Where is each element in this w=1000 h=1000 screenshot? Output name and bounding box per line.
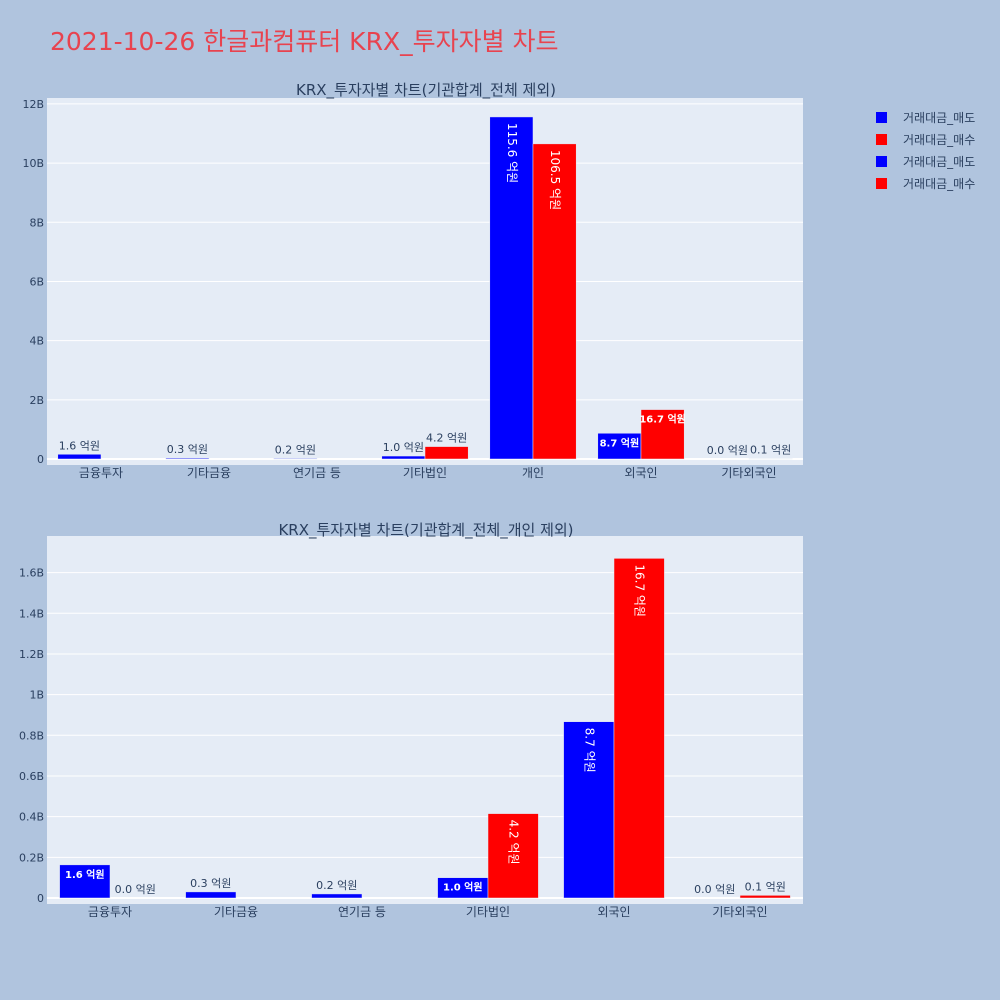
legend-item[interactable]: 거래대금_매수	[876, 172, 975, 194]
legend-item[interactable]: 거래대금_매수	[876, 128, 975, 150]
data-label: 1.0 억원	[443, 881, 483, 894]
data-label: 4.2 억원	[426, 432, 467, 445]
legend-swatch	[876, 111, 887, 123]
y-tick-label: 10B	[22, 157, 44, 170]
bar	[165, 457, 210, 460]
y-tick-label: 1B	[29, 689, 44, 702]
chart-panel-2: 0 0.2B 0.4B 0.6B 0.8B 1B 1.2B 1.4B 1.6B KRX_투자자별 …	[19, 521, 803, 919]
data-label: 0.0 억원	[694, 883, 735, 896]
data-label: 0.0 억원	[707, 444, 748, 457]
bar	[489, 116, 534, 460]
y-tick-label: 0	[37, 453, 44, 466]
x-tick-label: 외국인	[624, 466, 657, 480]
legend-label: 거래대금_매도	[903, 110, 976, 125]
x-tick-label: 외국인	[597, 905, 630, 919]
data-label: 106.5 억원	[548, 150, 562, 210]
data-label: 0.0 억원	[115, 883, 156, 896]
bar	[381, 455, 426, 460]
plot-area	[47, 536, 803, 904]
chart-legend[interactable]: 거래대금_매도 거래대금_매수 거래대금_매도 거래대금_매수	[876, 106, 975, 194]
legend-swatch	[876, 177, 887, 189]
legend-label: 거래대금_매수	[903, 132, 976, 147]
data-label: 1.6 억원	[59, 439, 100, 452]
legend-swatch	[876, 133, 887, 145]
y-tick-label: 0.4B	[19, 811, 44, 824]
data-label: 16.7 억원	[639, 413, 686, 426]
bar	[597, 433, 642, 460]
legend-item[interactable]: 거래대금_매도	[876, 150, 975, 172]
x-tick-label: 기타금융	[187, 466, 231, 480]
data-label: 8.7 억원	[582, 728, 596, 773]
bar	[185, 891, 237, 899]
y-tick-label: 8B	[29, 216, 44, 229]
data-label: 4.2 억원	[507, 820, 521, 865]
data-label: 1.0 억원	[383, 441, 424, 454]
data-label: 0.1 억원	[745, 880, 786, 893]
y-tick-label: 2B	[29, 394, 44, 407]
data-label: 0.2 억원	[275, 443, 316, 456]
y-tick-label: 0.2B	[19, 851, 44, 864]
chart-title: KRX_투자자별 차트(기관합계_전체 제외)	[296, 81, 556, 100]
bar	[57, 454, 102, 460]
y-tick-label: 1.2B	[19, 648, 44, 661]
y-tick-label: 12B	[22, 98, 44, 111]
bar	[424, 446, 469, 460]
bar	[739, 895, 791, 899]
page-title: 2021-10-26 한글과컴퓨터 KRX_투자자별 차트	[50, 27, 559, 56]
data-label: 1.6 억원	[65, 868, 105, 881]
x-tick-label: 기타법인	[403, 466, 447, 480]
y-tick-label: 0	[37, 892, 44, 905]
data-label: 8.7 억원	[600, 436, 640, 449]
y-tick-label: 0.8B	[19, 729, 44, 742]
x-tick-label: 금융투자	[79, 466, 123, 480]
bar	[311, 893, 363, 899]
y-tick-label: 1.4B	[19, 607, 44, 620]
x-tick-label: 연기금 등	[338, 905, 386, 919]
y-tick-label: 1.6B	[19, 567, 44, 580]
bar	[487, 813, 539, 899]
chart-title: KRX_투자자별 차트(기관합계_전체_개인 제외)	[278, 521, 573, 540]
bar	[563, 721, 615, 899]
x-tick-label: 기타금융	[214, 905, 258, 919]
x-tick-label: 기타법인	[466, 905, 510, 919]
y-tick-label: 0.6B	[19, 770, 44, 783]
bar	[59, 864, 111, 899]
x-tick-label: 기타외국인	[712, 905, 767, 919]
x-tick-label: 개인	[522, 466, 544, 480]
y-tick-label: 6B	[29, 275, 44, 288]
data-label: 16.7 억원	[633, 564, 647, 617]
data-label: 115.6 억원	[505, 123, 519, 183]
data-label: 0.3 억원	[167, 443, 208, 456]
x-tick-label: 연기금 등	[293, 466, 341, 480]
bar	[640, 409, 685, 460]
data-label: 0.2 억원	[316, 879, 357, 892]
data-label: 0.3 억원	[190, 877, 231, 890]
bar	[273, 458, 318, 460]
bar	[532, 143, 577, 460]
x-tick-label: 기타외국인	[721, 466, 776, 480]
legend-item[interactable]: 거래대금_매도	[876, 106, 975, 128]
legend-label: 거래대금_매수	[903, 176, 976, 191]
legend-swatch	[876, 155, 887, 167]
bar	[613, 558, 665, 899]
chart-panel-1: 0 2B 4B 6B 8B 10B 12B KRX_투자자별 차트(기관합계_전체 제외) 금융…	[22, 81, 803, 480]
x-tick-label: 금융투자	[88, 905, 132, 919]
y-tick-label: 4B	[29, 335, 44, 348]
legend-label: 거래대금_매도	[903, 154, 976, 169]
data-label: 0.1 억원	[750, 444, 791, 457]
